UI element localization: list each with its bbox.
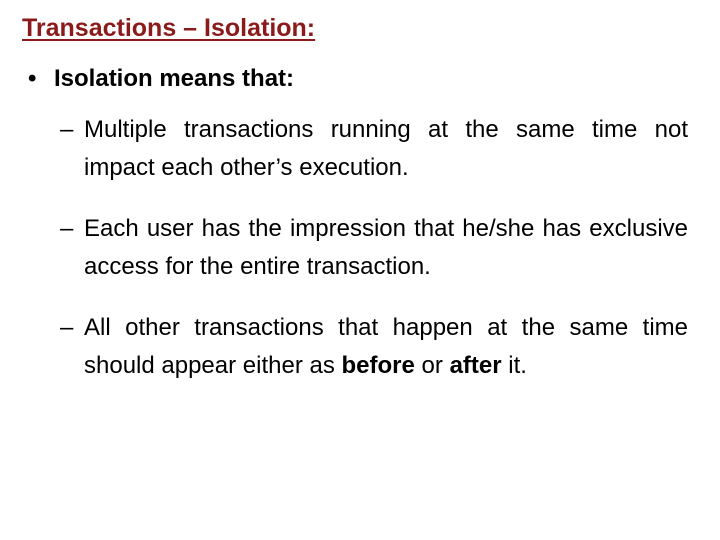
bullet-level1: • Isolation means that: [28, 65, 698, 93]
level2-text: Each user has the impression that he/she… [84, 210, 688, 287]
slide: Transactions – Isolation: • Isolation me… [0, 0, 720, 540]
level2-text: Multiple transactions running at the sam… [84, 111, 688, 188]
bullet-level2: – Each user has the impression that he/s… [60, 210, 688, 287]
bullet-level2: – Multiple transactions running at the s… [60, 111, 688, 188]
level2-text: All other transactions that happen at th… [84, 309, 688, 386]
bullet-level2: – All other transactions that happen at … [60, 309, 688, 386]
dash-glyph: – [60, 111, 84, 188]
dash-glyph: – [60, 210, 84, 287]
level1-text: Isolation means that: [54, 65, 294, 93]
bullet-glyph: • [28, 65, 54, 93]
slide-title: Transactions – Isolation: [22, 14, 698, 43]
dash-glyph: – [60, 309, 84, 386]
